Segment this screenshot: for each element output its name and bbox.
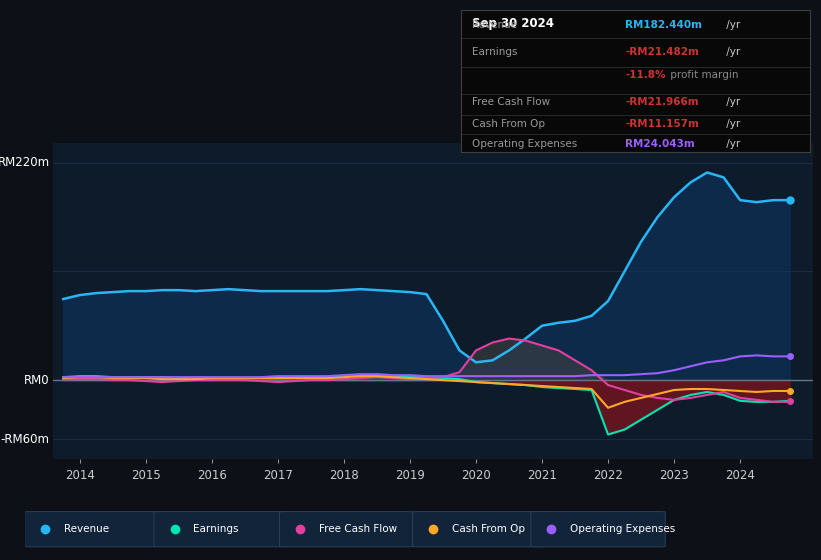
Text: /yr: /yr xyxy=(723,48,741,57)
FancyBboxPatch shape xyxy=(413,512,547,547)
FancyBboxPatch shape xyxy=(154,512,288,547)
Text: -RM21.482m: -RM21.482m xyxy=(626,48,699,57)
Text: RM182.440m: RM182.440m xyxy=(626,20,703,30)
Text: Free Cash Flow: Free Cash Flow xyxy=(472,97,550,106)
Text: Free Cash Flow: Free Cash Flow xyxy=(319,524,397,534)
Text: Cash From Op: Cash From Op xyxy=(452,524,525,534)
Text: /yr: /yr xyxy=(723,139,741,149)
Text: /yr: /yr xyxy=(723,119,741,129)
Text: -RM11.157m: -RM11.157m xyxy=(626,119,699,129)
Text: Operating Expenses: Operating Expenses xyxy=(570,524,675,534)
FancyBboxPatch shape xyxy=(531,512,665,547)
Text: RM24.043m: RM24.043m xyxy=(626,139,695,149)
Text: Earnings: Earnings xyxy=(472,48,517,57)
Text: Operating Expenses: Operating Expenses xyxy=(472,139,577,149)
Text: -RM60m: -RM60m xyxy=(1,433,49,446)
FancyBboxPatch shape xyxy=(25,512,159,547)
Text: -11.8%: -11.8% xyxy=(626,70,666,80)
Text: Revenue: Revenue xyxy=(472,20,517,30)
Text: Sep 30 2024: Sep 30 2024 xyxy=(472,17,554,30)
Text: Revenue: Revenue xyxy=(64,524,109,534)
FancyBboxPatch shape xyxy=(279,512,414,547)
Text: /yr: /yr xyxy=(723,20,741,30)
Text: profit margin: profit margin xyxy=(667,70,739,80)
Text: Cash From Op: Cash From Op xyxy=(472,119,545,129)
Text: -RM21.966m: -RM21.966m xyxy=(626,97,699,106)
Text: Earnings: Earnings xyxy=(193,524,239,534)
Text: /yr: /yr xyxy=(723,97,741,106)
Text: RM0: RM0 xyxy=(24,374,49,386)
Text: RM220m: RM220m xyxy=(0,156,49,169)
